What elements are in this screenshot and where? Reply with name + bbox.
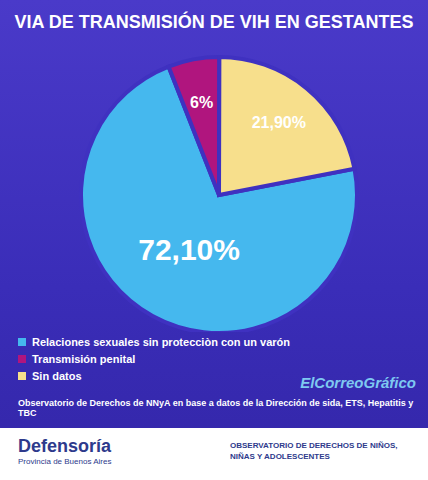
html-text:Relaciones sexuales sin protec: Relaciones sexuales sin protecciòn con u…: [32, 336, 290, 348]
html-text:VIA DE TRANSMISIÓN DE VIH EN G: VIA DE TRANSMISIÓN DE VIH EN GESTANTES: [14, 12, 414, 32]
html-text:Transmisión penital: Transmisión penital: [32, 353, 136, 365]
svg-text:6%: 6%: [190, 94, 213, 111]
html-text:Provincia de Buenos Aires: Provincia de Buenos Aires: [18, 457, 112, 466]
html-text:ElCorreoGráfico: ElCorreoGráfico: [300, 374, 416, 391]
html-text:Observatorio de Derechos de NN: Observatorio de Derechos de NNyA en base…: [18, 398, 414, 418]
html-text:Defensoría: Defensoría: [18, 436, 111, 456]
svg-text:21,90%: 21,90%: [252, 114, 306, 131]
html-text:Sin datos: Sin datos: [32, 370, 82, 382]
html-text:OBSERVATORIO DE DERECHOS DE NI: OBSERVATORIO DE DERECHOS DE NIÑOS, NIÑAS…: [230, 441, 398, 461]
svg-text:72,10%: 72,10%: [138, 233, 240, 266]
